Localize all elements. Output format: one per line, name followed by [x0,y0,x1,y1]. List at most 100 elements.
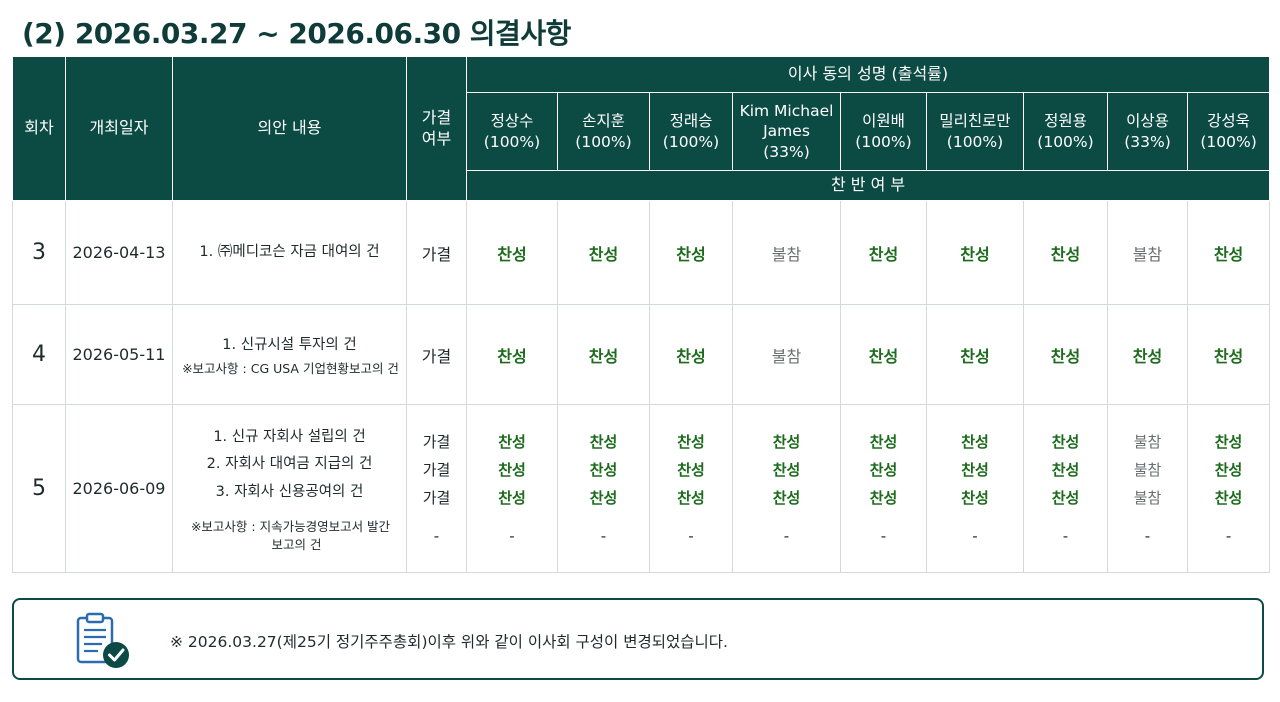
vote-cell: 찬성 [649,200,733,305]
vote-cell: 찬성 찬성 찬성 - [557,404,650,573]
header-director-7: 정원용 (100%) [1023,92,1108,171]
header-director-6: 밀리친로만 (100%) [926,92,1024,171]
vote-agree: 찬성 [1213,244,1244,264]
vote-agree: 찬성 [677,460,705,479]
vote-agree: 찬성 [676,346,706,366]
vote-absent: 불참 [1133,460,1162,479]
clipboard-check-icon [72,610,136,674]
table-row: 5 2026-06-09 1. 신규 자회사 설립의 건 2. 자회사 대여금 … [12,404,1271,573]
vote-cell: 찬성 [1107,304,1188,405]
vote-cell: 찬성 [1186,200,1271,305]
vote-agree: 찬성 [869,460,898,479]
vote-cell: 찬성 찬성 찬성 - [466,404,558,573]
header-director-9: 강성욱 (100%) [1186,92,1271,171]
vote-agree: 찬성 [1214,488,1243,507]
round-cell: 3 [12,200,66,305]
vote-cell: 불참 불참 불참 - [1107,404,1188,573]
vote-agree: 찬성 [589,432,618,451]
header-date: 개최일자 [65,56,173,201]
vote-none: - [880,526,887,545]
vote-agree: 찬성 [772,460,801,479]
table-row: 4 2026-05-11 1. 신규시설 투자의 건 ※보고사항 : CG US… [12,304,1271,405]
vote-none: - [1144,526,1151,545]
vote-none: - [688,526,694,545]
vote-absent: 불참 [1133,488,1162,507]
vote-agree: 찬성 [589,488,618,507]
notice-text: ※ 2026.03.27(제25기 정기주주총회)이후 위와 같이 이사회 구성… [170,633,728,651]
agenda-cell: 1. 신규 자회사 설립의 건 2. 자회사 대여금 지급의 건 3. 자회사 … [172,404,407,573]
agenda-cell: 1. ㈜메디코슨 자금 대여의 건 [172,200,407,305]
header-director-4: Kim Michael James (33%) [732,92,841,171]
vote-cell: 찬성 찬성 찬성 - [732,404,841,573]
vote-cell: 찬성 [1023,200,1108,305]
vote-absent: 불참 [1132,244,1163,264]
vote-agree: 찬성 [1214,432,1243,451]
vote-cell: 찬성 [466,304,558,405]
vote-cell: 찬성 [557,200,650,305]
vote-agree: 찬성 [1214,460,1243,479]
vote-agree: 찬성 [1132,346,1163,366]
vote-agree: 찬성 [1050,346,1081,366]
vote-agree: 찬성 [960,244,990,264]
header-director-2: 손지훈 (100%) [557,92,650,171]
vote-agree: 찬성 [1050,244,1081,264]
vote-agree: 찬성 [677,432,705,451]
vote-cell: 찬성 [926,304,1024,405]
vote-none: - [783,526,790,545]
header-round: 회차 [12,56,66,201]
header-passed: 가결 여부 [406,56,467,201]
vote-cell: 찬성 찬성 찬성 - [1023,404,1108,573]
vote-absent: 불참 [771,244,802,264]
vote-agree: 찬성 [497,346,527,366]
agenda-cell: 1. 신규시설 투자의 건 ※보고사항 : CG USA 기업현황보고의 건 [172,304,407,405]
vote-agree: 찬성 [772,432,801,451]
vote-cell: 찬성 [649,304,733,405]
date-cell: 2026-04-13 [65,200,173,305]
vote-cell: 찬성 [466,200,558,305]
header-director-8: 이상용 (33%) [1107,92,1188,171]
vote-none: - [600,526,607,545]
vote-cell: 찬성 [1023,304,1108,405]
vote-cell: 찬성 [926,200,1024,305]
passed-cell: 가결 [406,304,467,405]
vote-none: - [1062,526,1069,545]
vote-cell: 찬성 [1186,304,1271,405]
round-cell: 5 [12,404,66,573]
header-director-5: 이원배 (100%) [840,92,927,171]
vote-agree: 찬성 [676,244,706,264]
vote-agree: 찬성 [589,460,618,479]
board-resolutions-table: 회차 개최일자 의안 내용 가결 여부 이사 동의 성명 (출석률) 정상수 (1… [12,56,1271,573]
vote-agree: 찬성 [772,488,801,507]
vote-agree: 찬성 [868,346,899,366]
vote-agree: 찬성 [1051,432,1080,451]
vote-agree: 찬성 [677,488,705,507]
vote-cell: 찬성 찬성 찬성 - [840,404,927,573]
passed-cell: 가결 가결 가결 - [406,404,467,573]
vote-agree: 찬성 [961,432,989,451]
vote-cell: 찬성 [840,200,927,305]
header-directors-group: 이사 동의 성명 (출석률) [465,56,1271,93]
vote-agree: 찬성 [498,460,526,479]
vote-absent: 불참 [771,346,802,366]
vote-agree: 찬성 [961,488,989,507]
vote-none: - [509,526,515,545]
vote-agree: 찬성 [1051,488,1080,507]
header-director-1: 정상수 (100%) [466,92,558,171]
table-row: 3 2026-04-13 1. ㈜메디코슨 자금 대여의 건 가결 찬성 찬성 … [12,200,1271,305]
header-agenda: 의안 내용 [172,56,407,201]
vote-agree: 찬성 [961,460,989,479]
round-cell: 4 [12,304,66,405]
vote-agree: 찬성 [869,432,898,451]
vote-absent: 불참 [1133,432,1162,451]
vote-agree: 찬성 [869,488,898,507]
vote-cell: 찬성 찬성 찬성 - [649,404,733,573]
vote-agree: 찬성 [960,346,990,366]
page-title: (2) 2026.03.27 ~ 2026.06.30 의결사항 [22,17,571,50]
header-consent: 찬 반 여 부 [465,170,1271,201]
vote-agree: 찬성 [588,346,619,366]
vote-agree: 찬성 [498,432,526,451]
vote-none: - [972,526,978,545]
vote-agree: 찬성 [1213,346,1244,366]
notice-box: ※ 2026.03.27(제25기 정기주주총회)이후 위와 같이 이사회 구성… [12,598,1264,680]
vote-agree: 찬성 [868,244,899,264]
